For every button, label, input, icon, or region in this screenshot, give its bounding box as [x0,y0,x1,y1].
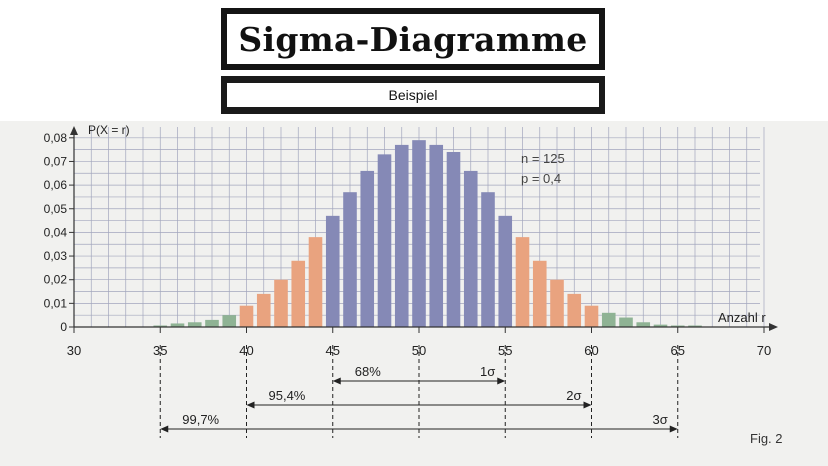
figure-label: Fig. 2 [750,431,783,446]
range-sigma-label: 2σ [566,388,581,403]
page-title: Sigma-Diagramme [238,19,588,59]
range-arrow-head-left [160,425,169,433]
range-percent-label: 95,4% [269,388,306,403]
bar-51 [429,144,444,327]
range-percent-label: 99,7% [182,412,219,427]
y-tick-label: 0,05 [44,202,68,216]
bar-55 [498,215,513,327]
x-tick-label: 50 [412,343,426,358]
y-tick-label: 0,06 [44,178,68,192]
bar-57 [532,260,547,327]
bar-48 [377,154,392,327]
bar-43 [291,260,306,327]
range-arrow-head-right [497,377,506,385]
x-tick-label: 45 [326,343,340,358]
subtitle-inner: Beispiel [227,83,599,107]
x-axis-title: Anzahl r [718,310,766,325]
bar-41 [256,293,271,327]
bar-47 [360,170,375,327]
x-tick-label: 70 [757,343,771,358]
x-axis-arrow [769,323,778,331]
range-arrow-head-left [246,401,255,409]
bar-64 [653,324,668,327]
bar-39 [222,315,237,327]
param-label: n = 125 [521,151,565,166]
bar-63 [636,322,651,327]
x-tick-label: 55 [498,343,512,358]
bar-62 [619,317,633,327]
bar-52 [446,151,461,327]
bar-53 [463,170,478,327]
page-subtitle: Beispiel [388,87,438,103]
range-arrow-head-right [583,401,592,409]
bar-46 [343,192,357,327]
bar-59 [567,293,582,327]
x-tick-label: 65 [671,343,685,358]
range-sigma-label: 1σ [480,364,495,379]
bar-50 [412,140,426,327]
title-box: Sigma-Diagramme [221,8,605,70]
y-tick-label: 0,03 [44,249,68,263]
y-tick-label: 0 [60,320,67,334]
range-sigma-label: 3σ [652,412,667,427]
x-tick-label: 60 [584,343,598,358]
bar-45 [325,215,340,327]
y-tick-label: 0,01 [44,296,68,310]
bar-42 [274,279,288,327]
bar-35 [153,325,168,327]
y-axis-title: P(X = r) [88,123,130,137]
bar-38 [205,319,219,327]
bar-65 [670,325,685,327]
bar-44 [308,237,323,327]
bar-66 [688,325,702,327]
range-percent-label: 68% [355,364,381,379]
bar-54 [481,192,495,327]
y-axis-arrow [70,126,78,135]
bar-61 [601,312,616,327]
x-tick-label: 40 [239,343,253,358]
bar-56 [515,237,530,327]
bar-37 [187,322,202,327]
bar-60 [584,305,599,327]
subtitle-box: Beispiel [221,76,605,114]
y-tick-label: 0,08 [44,131,68,145]
y-tick-label: 0,02 [44,273,68,287]
x-tick-label: 35 [153,343,167,358]
x-tick-label: 30 [67,343,81,358]
bar-58 [550,279,564,327]
range-arrow-head-left [332,377,341,385]
range-arrow-head-right [669,425,678,433]
y-tick-label: 0,04 [44,225,68,239]
param-label: p = 0,4 [521,171,561,186]
bar-40 [239,305,254,327]
y-tick-label: 0,07 [44,154,68,168]
bar-49 [394,144,409,327]
bar-36 [170,323,185,327]
